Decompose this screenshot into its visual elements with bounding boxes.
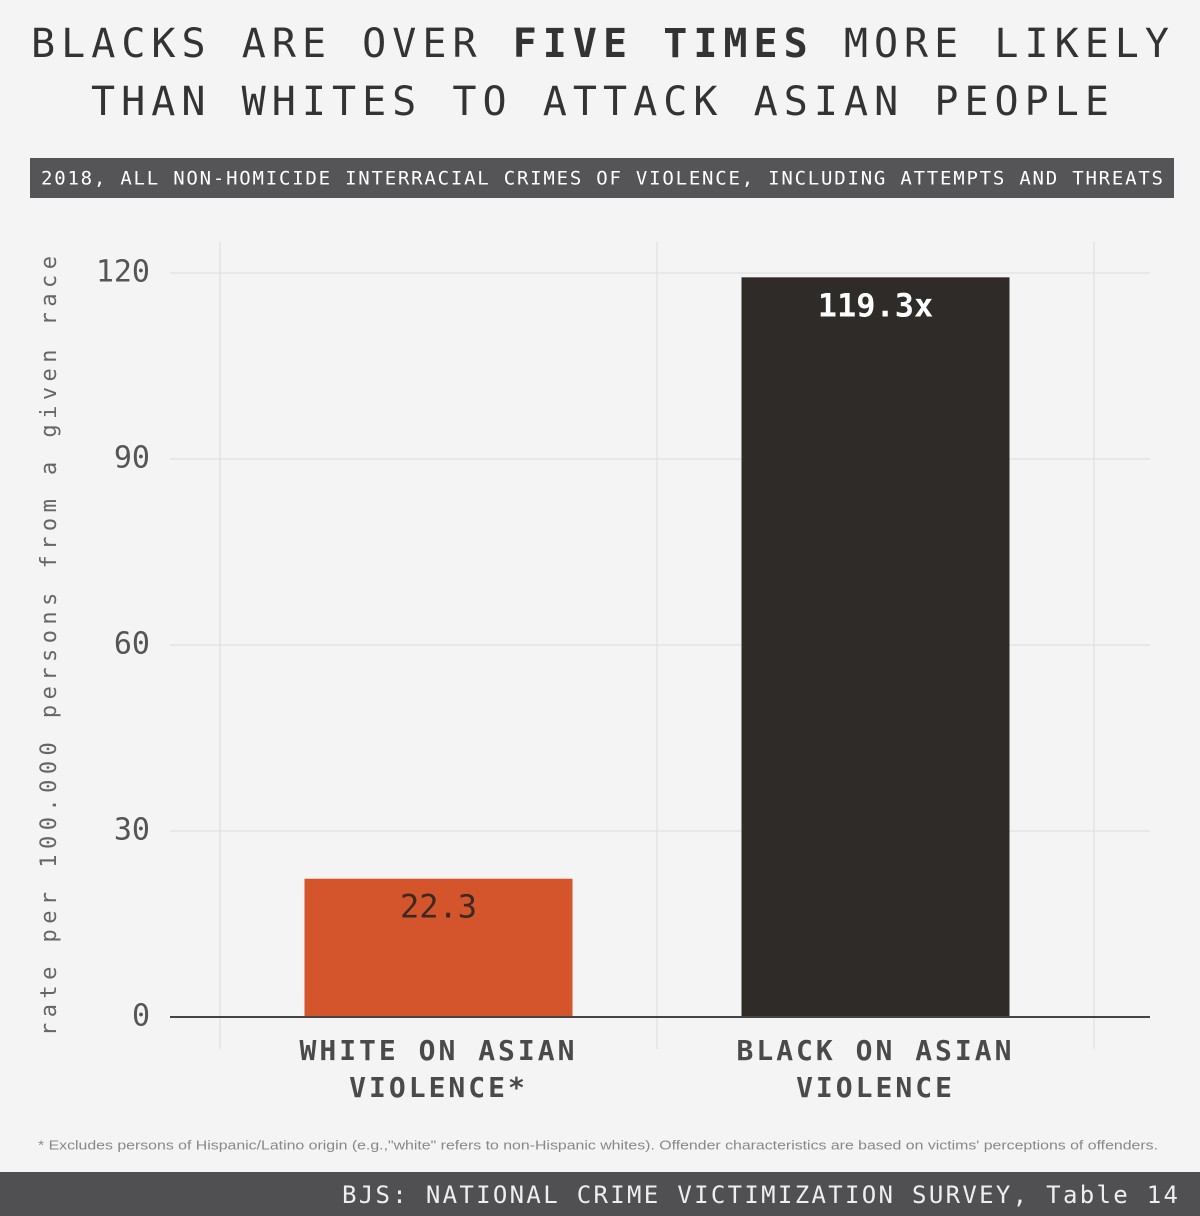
subtitle: 2018, ALL NON-HOMICIDE INTERRACIAL CRIME…: [41, 168, 1163, 190]
footnote: * Excludes persons of Hispanic/Latino or…: [38, 1137, 1158, 1152]
y-tick-label: 120: [96, 255, 150, 290]
title-line: THAN WHITES TO ATTACK ASIAN PEOPLE: [91, 79, 1109, 125]
value-label: 22.3: [400, 888, 477, 926]
y-axis-label: rate per 100.000 persons from a given ra…: [37, 256, 62, 1036]
title-line: BLACKS ARE OVER FIVE TIMES MORE LIKELY: [31, 21, 1169, 67]
bar: [304, 878, 573, 1017]
y-tick-label: 90: [114, 441, 150, 476]
y-tick-label: 30: [114, 813, 150, 848]
x-tick-label: BLACK ON ASIAN VIOLENCE: [736, 1034, 1015, 1104]
title-part: MORE LIKELY: [814, 21, 1169, 67]
x-tick-label: WHITE ON ASIAN VIOLENCE*: [299, 1034, 578, 1104]
subtitle-box: [30, 158, 1174, 198]
title-part: BLACKS ARE OVER: [31, 21, 507, 67]
source-bar: [0, 1172, 1200, 1216]
bar: [741, 277, 1010, 1018]
title-emphasis: FIVE TIMES: [513, 21, 808, 67]
y-tick-label: 60: [114, 627, 150, 662]
y-tick-label: 0: [132, 999, 150, 1034]
value-label: 119.3x: [818, 286, 934, 324]
